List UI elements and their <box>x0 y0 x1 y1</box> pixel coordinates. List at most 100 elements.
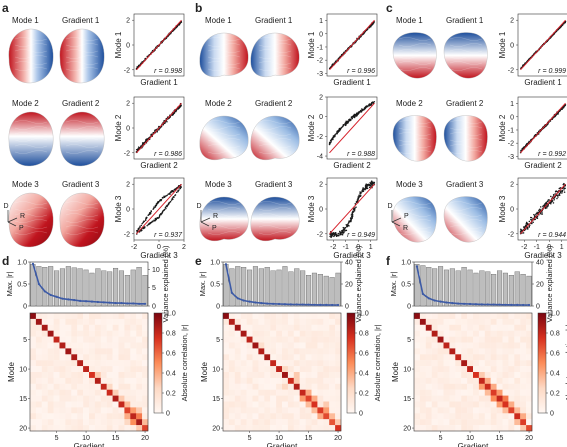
heatmap-cell <box>329 366 336 373</box>
scatter-point <box>352 116 354 118</box>
matrix-ytick: 10 <box>403 367 411 374</box>
heatmap-cell <box>431 354 438 361</box>
heatmap-cell <box>490 348 497 355</box>
heatmap-cell <box>59 389 66 396</box>
scatter-point <box>556 197 558 200</box>
heatmap-cell <box>455 419 462 426</box>
heatmap-cell <box>455 425 462 432</box>
colorbar-tick-label: 1.0 <box>359 311 369 318</box>
heatmap-cell <box>130 401 137 408</box>
heatmap-cell <box>100 419 107 426</box>
scatter-point <box>371 182 374 184</box>
heatmap-cell <box>65 425 72 432</box>
brain-surface <box>8 28 54 84</box>
heatmap-cell <box>526 354 533 361</box>
heatmap-cell <box>77 419 84 426</box>
scatter-point <box>137 227 140 230</box>
variance-point <box>120 301 123 305</box>
bar-right-tick: 0 <box>536 304 540 311</box>
heatmap-cell <box>484 360 491 367</box>
correlation-label: r = 0.988 <box>347 151 375 158</box>
heatmap-cell <box>490 401 497 408</box>
heatmap-cell <box>484 389 491 396</box>
heatmap-cell <box>47 372 54 379</box>
heatmap-cell <box>112 324 119 331</box>
heatmap-cell <box>478 407 485 414</box>
scatter-point <box>353 114 356 117</box>
heatmap-cell <box>53 324 60 331</box>
brain-sulcus <box>449 219 483 223</box>
scatter-point <box>360 111 363 113</box>
scatter-point <box>551 118 554 121</box>
heatmap-cell <box>496 330 503 337</box>
scatter-point <box>332 232 335 234</box>
heatmap-cell <box>455 324 462 331</box>
heatmap-cell <box>478 389 485 396</box>
heatmap-cell <box>443 330 450 337</box>
heatmap-cell <box>443 354 450 361</box>
heatmap-cell <box>94 342 101 349</box>
heatmap-cell <box>47 413 54 420</box>
heatmap-cell <box>449 395 456 402</box>
max-r-bar <box>306 275 312 307</box>
heatmap-cell <box>323 425 330 432</box>
heatmap-cell <box>490 395 497 402</box>
heatmap-cell <box>323 330 330 337</box>
heatmap-cell <box>223 407 230 414</box>
heatmap-cell <box>425 389 432 396</box>
scatter-xlabel: Gradient 1 <box>524 78 562 87</box>
brain-sulcus <box>449 150 483 154</box>
heatmap-cell <box>461 425 468 432</box>
scatter-point <box>336 234 338 237</box>
heatmap-cell <box>425 419 432 426</box>
heatmap-cell <box>136 395 143 402</box>
heatmap-cell <box>520 389 527 396</box>
heatmap-cell <box>59 395 66 402</box>
heatmap-cell <box>53 354 60 361</box>
heatmap-cell <box>455 383 462 390</box>
heatmap-cell <box>228 360 235 367</box>
heatmap-cell <box>437 401 444 408</box>
heatmap-cell <box>514 389 521 396</box>
heatmap-cell <box>223 413 230 420</box>
heatmap-cell <box>484 407 491 414</box>
heatmap-cell <box>77 372 84 379</box>
heatmap-cell <box>112 389 119 396</box>
heatmap-cell <box>223 318 230 325</box>
heatmap-cell <box>508 348 515 355</box>
heatmap-cell <box>41 336 48 343</box>
heatmap-cell <box>89 413 96 420</box>
max-r-bar <box>485 271 491 307</box>
heatmap-cell <box>112 313 119 320</box>
heatmap-cell <box>270 336 277 343</box>
heatmap-cell <box>311 383 318 390</box>
heatmap-cell <box>65 372 72 379</box>
scatter-point <box>330 236 332 239</box>
heatmap-cell <box>443 348 450 355</box>
brain-sulcus <box>449 132 483 136</box>
colorbar <box>537 312 547 414</box>
scatter-point <box>359 111 361 113</box>
heatmap-cell <box>431 342 438 349</box>
heatmap-cell <box>41 407 48 414</box>
heatmap-cell <box>59 313 66 320</box>
heatmap-cell <box>276 395 283 402</box>
scatter-point <box>141 222 143 225</box>
heatmap-cell <box>473 407 480 414</box>
panel-letter: e <box>195 254 202 268</box>
heatmap-cell <box>252 389 259 396</box>
heatmap-cell <box>223 360 230 367</box>
heatmap-cell <box>323 383 330 390</box>
heatmap-cell <box>228 419 235 426</box>
heatmap-cell <box>59 360 66 367</box>
heatmap-cell <box>305 377 312 384</box>
heatmap-cell <box>299 389 306 396</box>
heatmap-cell <box>94 313 101 320</box>
heatmap-cell <box>240 407 247 414</box>
heatmap-cell <box>136 419 143 426</box>
scatter-point <box>154 217 157 220</box>
heatmap-cell <box>71 401 78 408</box>
max-r-bar <box>467 269 473 307</box>
heatmap-cell <box>431 372 438 379</box>
scatter-point <box>339 231 341 233</box>
